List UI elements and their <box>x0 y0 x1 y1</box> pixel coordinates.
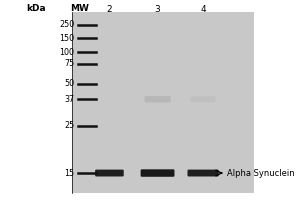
Text: MW: MW <box>70 4 89 13</box>
Text: Alpha Synuclein: Alpha Synuclein <box>227 169 295 178</box>
FancyBboxPatch shape <box>141 169 175 177</box>
Text: 100: 100 <box>59 48 74 57</box>
Text: 15: 15 <box>64 169 74 178</box>
FancyBboxPatch shape <box>145 96 171 102</box>
Text: 2: 2 <box>106 5 112 14</box>
Text: 37: 37 <box>64 95 74 104</box>
Text: 25: 25 <box>64 121 74 130</box>
Text: 3: 3 <box>155 5 161 14</box>
FancyBboxPatch shape <box>191 96 215 102</box>
Text: 150: 150 <box>59 34 74 43</box>
FancyBboxPatch shape <box>72 12 254 193</box>
FancyBboxPatch shape <box>188 170 219 176</box>
Text: kDa: kDa <box>26 4 46 13</box>
Text: 75: 75 <box>64 59 74 68</box>
Text: 4: 4 <box>200 5 206 14</box>
Text: 250: 250 <box>59 20 74 29</box>
FancyBboxPatch shape <box>95 170 124 176</box>
Text: 50: 50 <box>64 79 74 88</box>
